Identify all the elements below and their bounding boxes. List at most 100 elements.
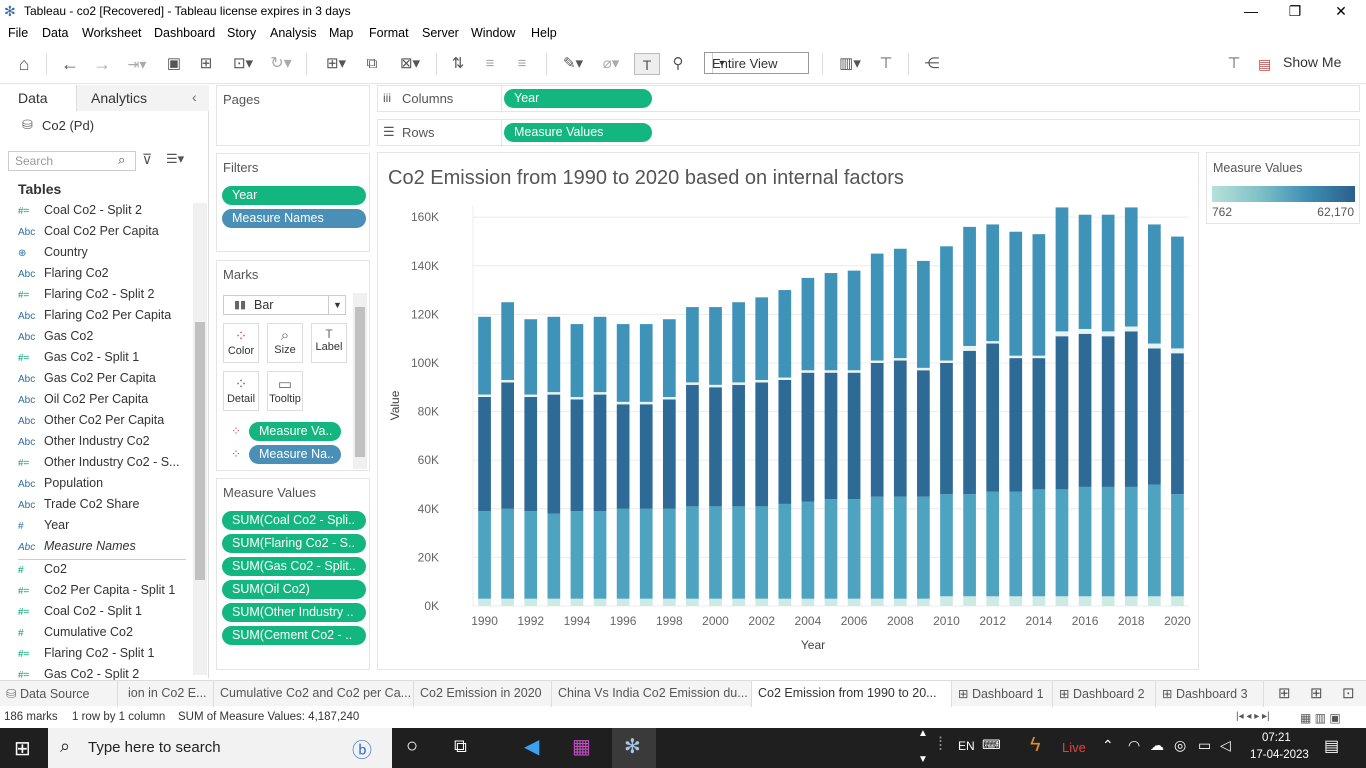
columns-pill-year[interactable]: Year xyxy=(504,89,652,108)
sheet-tab-active[interactable]: Co2 Emission from 1990 to 20... xyxy=(752,681,952,707)
sheet-tab[interactable]: Co2 Emission in 2020 xyxy=(414,681,552,707)
pin-icon[interactable]: ⊤ xyxy=(1227,55,1241,72)
menu-map[interactable]: Map xyxy=(329,26,354,40)
presentation-mode-icon[interactable]: ▥▾ xyxy=(839,55,861,72)
app-icon[interactable]: ▦ xyxy=(572,736,591,758)
swap-icon[interactable]: ⇅ xyxy=(451,55,465,72)
sheet-nav-icon[interactable]: |◂ ◂ ▸ ▸| xyxy=(1236,711,1270,722)
filter-icon[interactable]: ⊽ xyxy=(142,151,153,167)
field-item[interactable]: # Co2 xyxy=(18,562,67,583)
measure-pill[interactable]: SUM(Gas Co2 - Split.. xyxy=(222,557,366,576)
refresh-icon[interactable]: ↻▾ xyxy=(270,55,292,72)
menu-file[interactable]: File xyxy=(8,26,29,40)
chevron-up-icon[interactable]: ⌃ xyxy=(1102,737,1114,753)
highlight-icon[interactable]: ✎▾ xyxy=(562,55,584,72)
detail-button[interactable]: ⁘ Detail xyxy=(223,371,259,411)
show-me-button[interactable]: Show Me xyxy=(1283,54,1342,70)
device-preview-icon[interactable]: ⊤ xyxy=(879,55,893,72)
measure-pill[interactable]: SUM(Flaring Co2 - S.. xyxy=(222,534,366,553)
field-item[interactable]: Abc Gas Co2 Per Capita xyxy=(18,371,156,392)
size-button[interactable]: ⌕ Size xyxy=(267,323,303,363)
field-item[interactable]: #= Other Industry Co2 - S... xyxy=(18,455,179,476)
field-item[interactable]: #= Coal Co2 - Split 2 xyxy=(18,203,142,224)
cloud-icon[interactable]: ☁ xyxy=(1150,737,1164,753)
sheet-tab[interactable]: Cumulative Co2 and Co2 per Ca... xyxy=(214,681,414,707)
datasource-name[interactable]: Co2 (Pd) xyxy=(42,118,95,133)
duplicate-sheet-icon[interactable]: ⧉ xyxy=(366,55,378,72)
measure-pill[interactable]: SUM(Oil Co2) xyxy=(222,580,366,599)
scroll-down-icon[interactable]: ▼ xyxy=(918,754,928,765)
group-icon[interactable]: ⌀▾ xyxy=(602,55,620,72)
dashboard-tab[interactable]: ⊞ Dashboard 3 xyxy=(1156,681,1264,707)
new-datasource-icon[interactable]: ⊞ xyxy=(199,55,213,72)
tooltip-button[interactable]: ▭ Tooltip xyxy=(267,371,303,411)
new-worksheet-icon[interactable]: ⊞▾ xyxy=(325,55,347,72)
collapse-pane-icon[interactable]: ‹ xyxy=(192,89,197,105)
cortana-icon[interactable]: ○ xyxy=(406,735,419,757)
field-item[interactable]: #= Flaring Co2 - Split 1 xyxy=(18,646,154,667)
field-item[interactable]: #= Gas Co2 - Split 2 xyxy=(18,667,139,688)
language-indicator[interactable]: EN xyxy=(958,739,975,753)
undo-icon[interactable]: ← xyxy=(61,54,79,74)
tab-analytics[interactable]: Analytics xyxy=(76,85,209,111)
windows-start-icon[interactable]: ⊞ xyxy=(14,738,31,760)
taskbar-search[interactable]: ⌕ Type here to search ⓑ xyxy=(48,728,392,768)
marks-scroll-thumb[interactable] xyxy=(355,307,365,457)
menu-format[interactable]: Format xyxy=(369,26,409,40)
label-button[interactable]: T Label xyxy=(311,323,347,363)
tableau-taskbar-button[interactable]: ✻ xyxy=(612,728,656,768)
field-item[interactable]: Abc Gas Co2 xyxy=(18,329,93,350)
measure-pill[interactable]: SUM(Cement Co2 - .. xyxy=(222,626,366,645)
field-item[interactable]: ⊕ Country xyxy=(18,245,88,266)
field-item[interactable]: #= Flaring Co2 - Split 2 xyxy=(18,287,154,308)
measure-pill[interactable]: SUM(Other Industry .. xyxy=(222,603,366,622)
field-item[interactable]: Abc Trade Co2 Share xyxy=(18,497,139,518)
fix-axes-icon[interactable]: ⚲ xyxy=(672,55,684,72)
menu-server[interactable]: Server xyxy=(422,26,459,40)
task-view-icon[interactable]: ⧉ xyxy=(454,736,467,756)
field-item[interactable]: #= Gas Co2 - Split 1 xyxy=(18,350,139,371)
keyboard-icon[interactable]: ⌨ xyxy=(982,737,1001,752)
field-item[interactable]: #= Co2 Per Capita - Split 1 xyxy=(18,583,175,604)
measure-pill[interactable]: SUM(Coal Co2 - Spli.. xyxy=(222,511,366,530)
save-icon[interactable]: ▣ xyxy=(166,55,182,72)
field-item[interactable]: #= Coal Co2 - Split 1 xyxy=(18,604,142,625)
pause-updates-icon[interactable]: ⊡▾ xyxy=(232,55,254,72)
field-item[interactable]: Abc Other Co2 Per Capita xyxy=(18,413,164,434)
rows-pill-measure-values[interactable]: Measure Values xyxy=(504,123,652,142)
filter-pill-year[interactable]: Year xyxy=(222,186,366,205)
new-worksheet-icon[interactable]: ⊞ xyxy=(1278,685,1291,702)
network-icon[interactable]: ◠ xyxy=(1128,737,1141,753)
field-item[interactable]: # Year xyxy=(18,518,69,539)
clear-sheet-icon[interactable]: ⊠▾ xyxy=(399,55,421,72)
sheet-tab[interactable]: ion in Co2 E... xyxy=(118,681,214,707)
field-item[interactable]: Abc Flaring Co2 Per Capita xyxy=(18,308,171,329)
scroll-up-icon[interactable]: ▲ xyxy=(918,728,928,739)
field-item[interactable]: Abc Oil Co2 Per Capita xyxy=(18,392,148,413)
tab-data-source[interactable]: ⛁ Data Source xyxy=(0,681,118,707)
clock-time[interactable]: 07:21 xyxy=(1262,732,1291,744)
field-scroll-thumb[interactable] xyxy=(195,322,205,580)
menu-data[interactable]: Data xyxy=(42,26,69,40)
field-item[interactable]: Abc Population xyxy=(18,476,103,497)
dashboard-tab[interactable]: ⊞ Dashboard 1 xyxy=(952,681,1053,707)
tab-data[interactable]: Data xyxy=(0,85,76,111)
close-button[interactable]: ✕ xyxy=(1335,3,1347,19)
menu-window[interactable]: Window xyxy=(471,26,516,40)
restore-button[interactable]: ❐ xyxy=(1288,3,1302,19)
field-item[interactable]: # Cumulative Co2 xyxy=(18,625,133,646)
mark-type-select[interactable]: ▮▮ Bar ▼ xyxy=(223,295,346,315)
menu-worksheet[interactable]: Worksheet xyxy=(82,26,142,40)
field-item[interactable]: Abc Other Industry Co2 xyxy=(18,434,150,455)
home-icon[interactable]: ⌂ xyxy=(18,54,30,74)
sort-descending-icon[interactable]: ≡ xyxy=(517,55,527,72)
new-story-icon[interactable]: ⊡ xyxy=(1342,685,1355,702)
field-item[interactable]: Abc Flaring Co2 xyxy=(18,266,109,287)
share-icon[interactable]: ⋲ xyxy=(924,55,940,72)
menu-help[interactable]: Help xyxy=(531,26,557,40)
sheet-view-icon[interactable]: ▦ ▥ ▣ xyxy=(1300,711,1341,725)
live-app-icon[interactable]: ϟ xyxy=(1030,734,1041,756)
dashboard-tab[interactable]: ⊞ Dashboard 2 xyxy=(1053,681,1156,707)
marks-pill-measure-names[interactable]: Measure Na.. xyxy=(249,445,341,464)
color-button[interactable]: ⁘ Color xyxy=(223,323,259,363)
